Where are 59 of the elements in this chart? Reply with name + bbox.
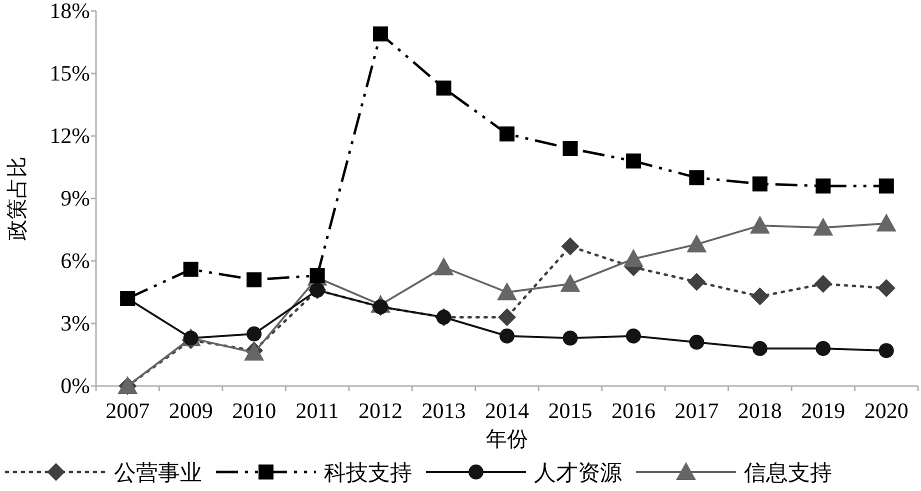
- point: [686, 234, 707, 252]
- point: [436, 80, 452, 96]
- point: [689, 170, 704, 186]
- point: [878, 343, 894, 358]
- x-tick-label: 2014: [485, 398, 529, 423]
- y-tick-label: 12%: [50, 123, 90, 148]
- legend-label: 信息支持: [744, 460, 832, 485]
- point: [623, 248, 644, 267]
- point: [688, 272, 706, 291]
- legend-label: 科技支持: [324, 460, 412, 485]
- point: [626, 154, 641, 168]
- point: [814, 274, 832, 293]
- x-tick-label: 2015: [548, 398, 592, 423]
- x-tick-label: 2007: [106, 398, 150, 423]
- x-tick-label: 2010: [232, 398, 276, 423]
- point: [562, 141, 578, 156]
- y-tick-label: 15%: [50, 60, 90, 86]
- point: [813, 218, 834, 236]
- y-tick-label: 9%: [60, 186, 90, 210]
- x-tick-label: 2020: [864, 398, 908, 423]
- y-tick-label: 6%: [60, 248, 90, 273]
- point: [561, 237, 580, 256]
- x-tick-label: 2016: [611, 398, 656, 423]
- x-tick-label: 2019: [801, 398, 846, 423]
- point: [750, 287, 769, 306]
- point: [878, 178, 894, 194]
- point: [500, 328, 514, 344]
- point: [689, 334, 704, 350]
- point: [246, 326, 262, 342]
- point: [626, 328, 641, 344]
- x-axis-title: 年份: [486, 427, 528, 451]
- point: [373, 26, 388, 42]
- point: [877, 279, 896, 298]
- x-tick-label: 2017: [674, 398, 719, 423]
- point: [500, 126, 514, 142]
- point: [246, 272, 262, 288]
- legend-label: 公营事业: [114, 460, 202, 485]
- y-tick-label: 0%: [60, 373, 90, 398]
- point: [816, 341, 831, 356]
- point: [816, 178, 831, 194]
- x-tick-label: 2009: [168, 398, 213, 423]
- point: [752, 341, 768, 356]
- point: [560, 274, 580, 292]
- x-tick-label: 2018: [738, 398, 782, 423]
- y-tick-label: 3%: [60, 310, 90, 336]
- point: [750, 216, 770, 234]
- point: [752, 176, 768, 192]
- y-axis-title: 政策占比: [5, 156, 29, 240]
- point: [497, 282, 517, 300]
- point: [562, 330, 578, 346]
- x-tick-label: 2012: [358, 398, 403, 423]
- point: [498, 308, 516, 326]
- x-tick-label: 2011: [296, 398, 339, 423]
- point: [876, 214, 896, 232]
- legend-label: 人才资源: [534, 460, 622, 485]
- y-tick-label: 18%: [50, 0, 90, 23]
- point: [434, 257, 454, 276]
- x-tick-label: 2013: [422, 398, 466, 423]
- point: [183, 262, 198, 277]
